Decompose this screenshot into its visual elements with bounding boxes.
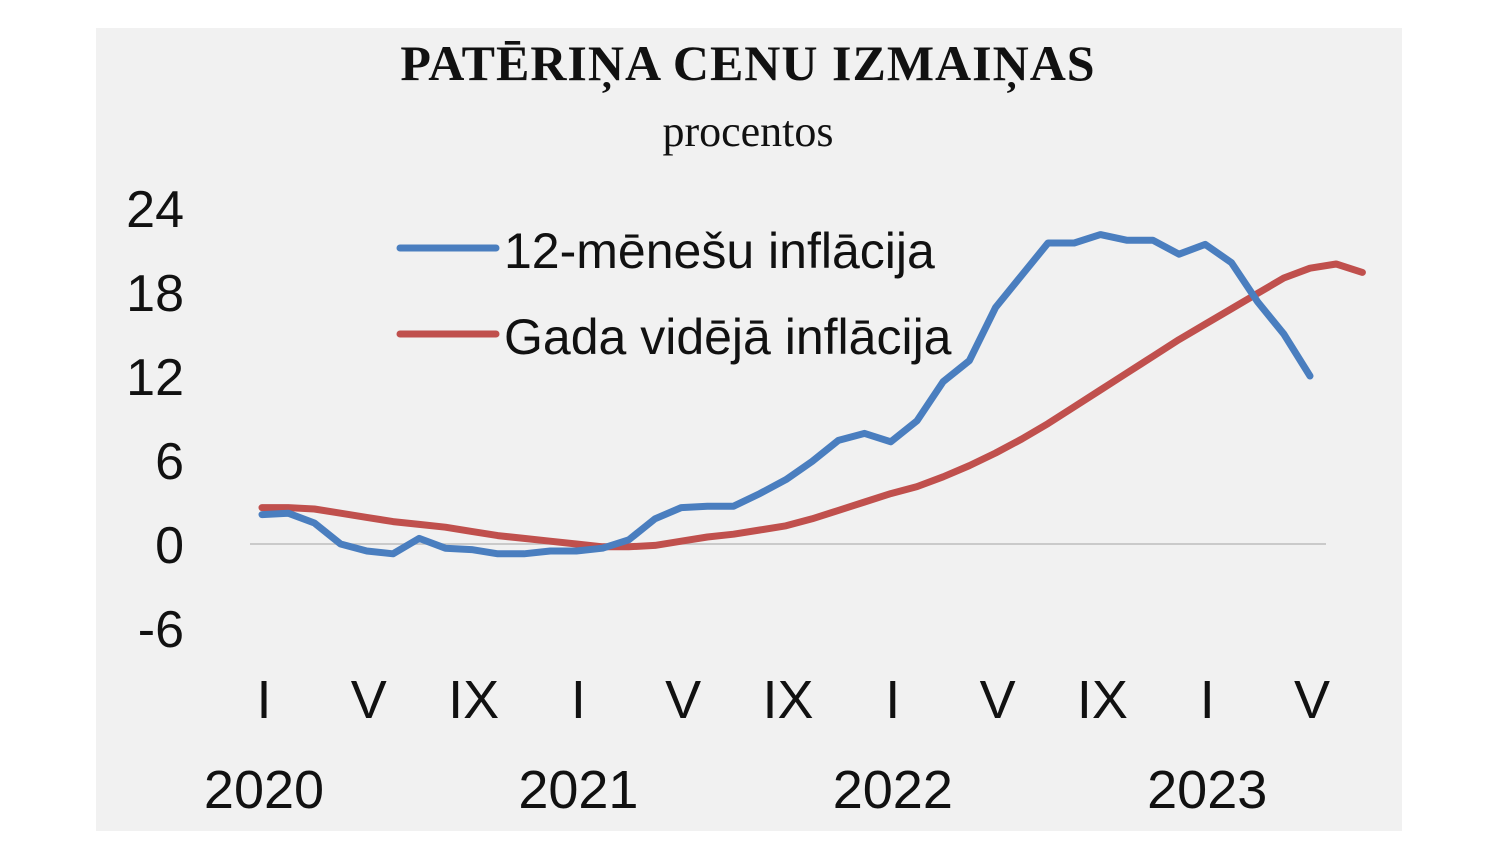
x-tick-month-label: I xyxy=(885,670,900,730)
y-tick-label: 6 xyxy=(155,433,184,491)
x-tick-year-label: 2020 xyxy=(204,760,324,820)
x-tick-month-label: V xyxy=(665,670,701,730)
x-tick-year-label: 2022 xyxy=(833,760,953,820)
x-tick-month-label: IX xyxy=(762,670,813,730)
chart-subtitle: procentos xyxy=(662,107,834,156)
y-tick-label: 12 xyxy=(126,349,184,407)
x-tick-month-label: I xyxy=(1200,670,1215,730)
chart-title: PATĒRIŅA CENU IZMAIŅAS xyxy=(400,35,1096,91)
x-tick-year-label: 2023 xyxy=(1147,760,1267,820)
series-line xyxy=(258,231,1314,558)
x-tick-month-label: V xyxy=(1294,670,1330,730)
y-tick-label: 0 xyxy=(155,517,184,575)
x-tick-year-label: 2021 xyxy=(518,760,638,820)
x-tick-month-label: I xyxy=(256,670,271,730)
x-tick-month-label: V xyxy=(351,670,387,730)
y-tick-label: -6 xyxy=(138,601,184,659)
legend-label: Gada vidējā inflācija xyxy=(504,309,952,365)
y-tick-label: 24 xyxy=(126,181,184,239)
series-line xyxy=(258,260,1366,551)
y-tick-label: 18 xyxy=(126,265,184,323)
x-tick-month-label: I xyxy=(571,670,586,730)
x-tick-month-label: V xyxy=(980,670,1016,730)
chart-panel xyxy=(96,28,1402,831)
x-tick-month-label: IX xyxy=(1077,670,1128,730)
legend-label: 12-mēnešu inflācija xyxy=(504,223,935,279)
x-tick-month-label: IX xyxy=(448,670,499,730)
